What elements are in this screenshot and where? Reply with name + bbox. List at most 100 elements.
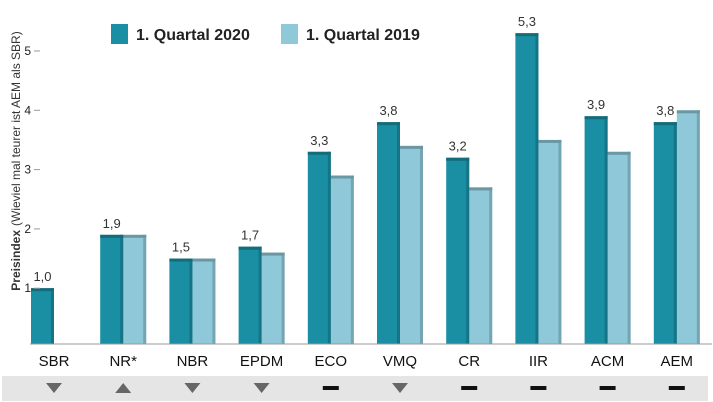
bar-side	[258, 246, 262, 344]
y-ticks: 1 2 3 4 5	[24, 44, 40, 295]
bar-body	[584, 116, 608, 344]
dash-icon	[322, 386, 339, 390]
bar-top	[238, 246, 262, 250]
bar-body	[330, 175, 354, 344]
bar-body	[307, 151, 331, 344]
legend: 1. Quartal 2020 1. Quartal 2019	[111, 24, 420, 44]
y-tick-label: 1	[24, 281, 31, 295]
bar-top	[169, 258, 193, 262]
bar-top	[307, 151, 331, 155]
data-label: 1,0	[33, 269, 51, 284]
dash-icon	[461, 386, 478, 390]
bar-body	[31, 288, 54, 344]
bar-2019-CR	[469, 187, 493, 344]
bars-layer	[31, 33, 700, 345]
down-triangle-icon	[184, 383, 201, 393]
bar-side	[489, 187, 493, 344]
bar-2019-VMQ	[400, 145, 423, 344]
bar-top	[515, 33, 539, 37]
bar-top	[538, 139, 562, 143]
category-label: ACM	[591, 353, 624, 370]
bar-top	[330, 175, 354, 179]
bar-side	[420, 145, 423, 344]
bar-top	[123, 234, 147, 238]
legend-label-2019: 1. Quartal 2019	[306, 27, 420, 44]
bar-top	[261, 252, 285, 256]
data-label: 3,2	[449, 139, 467, 154]
bar-side	[558, 139, 562, 344]
bar-2019-ECO	[330, 175, 354, 344]
bar-side	[673, 122, 677, 344]
bar-body	[653, 122, 677, 344]
bar-top	[192, 258, 216, 262]
y-tick-label: 2	[24, 222, 31, 236]
y-axis-label-rest: (Wieviel mal teurer ist AEM als SBR)	[9, 31, 23, 226]
bar-2020-CR	[446, 157, 470, 344]
bar-body	[676, 110, 700, 344]
y-tick-label: 4	[24, 103, 31, 117]
bar-body	[261, 252, 285, 344]
y-tick-label: 5	[24, 44, 31, 58]
bar-2019-NR*	[123, 234, 147, 344]
data-label: 1,5	[172, 240, 190, 255]
bar-top	[584, 116, 608, 120]
bar-body	[123, 234, 147, 344]
dash-icon	[599, 386, 616, 390]
bar-side	[120, 234, 124, 344]
bar-side	[327, 151, 331, 344]
bar-2020-AEM	[653, 122, 677, 344]
data-label: 1,7	[241, 228, 259, 243]
bar-2019-IIR	[538, 139, 562, 344]
bar-top	[100, 234, 124, 238]
bar-side	[397, 122, 400, 344]
bar-side	[143, 234, 147, 344]
bar-side	[696, 110, 700, 344]
bar-body	[100, 234, 124, 344]
category-label: NR*	[109, 353, 137, 370]
bar-top	[446, 157, 470, 161]
bar-2020-IIR	[515, 33, 539, 345]
bar-2019-NBR	[192, 258, 216, 344]
up-triangle-icon	[115, 383, 132, 393]
category-label: AEM	[661, 353, 694, 370]
category-label: NBR	[177, 353, 209, 370]
y-tick-label: 3	[24, 163, 31, 177]
bar-2020-ECO	[307, 151, 331, 344]
y-axis-label-bold: Preisindex	[9, 230, 23, 291]
data-label: 3,9	[587, 97, 605, 112]
data-label: 3,8	[379, 103, 397, 118]
bar-top	[400, 145, 423, 149]
category-label: CR	[458, 353, 480, 370]
bar-2019-ACM	[607, 151, 631, 344]
bar-side	[212, 258, 216, 344]
dash-icon	[668, 386, 685, 390]
data-label: 5,3	[518, 14, 536, 29]
bar-2020-NBR	[169, 258, 193, 344]
bar-body	[446, 157, 470, 344]
bar-side	[51, 288, 54, 344]
category-label: VMQ	[383, 353, 417, 370]
legend-swatch-2020	[111, 24, 128, 44]
bar-body	[238, 246, 262, 344]
bar-side	[281, 252, 285, 344]
bar-side	[627, 151, 631, 344]
bar-top	[469, 187, 493, 191]
bar-2020-SBR	[31, 288, 54, 344]
data-label: 3,3	[310, 133, 328, 148]
bar-body	[192, 258, 216, 344]
down-triangle-icon	[392, 383, 408, 393]
data-label: 3,8	[656, 103, 674, 118]
bar-top	[676, 110, 700, 114]
category-label: EPDM	[240, 353, 283, 370]
bar-side	[604, 116, 608, 344]
bar-2019-AEM	[676, 110, 700, 344]
category-label: SBR	[39, 353, 70, 370]
legend-label-2020: 1. Quartal 2020	[136, 27, 250, 44]
category-labels: SBR NR* NBR EPDM ECO VMQ CR IIR ACM AEM	[39, 353, 693, 370]
down-triangle-icon	[46, 383, 62, 393]
bar-side	[466, 157, 470, 344]
bar-side	[535, 33, 539, 345]
category-label: ECO	[315, 353, 348, 370]
